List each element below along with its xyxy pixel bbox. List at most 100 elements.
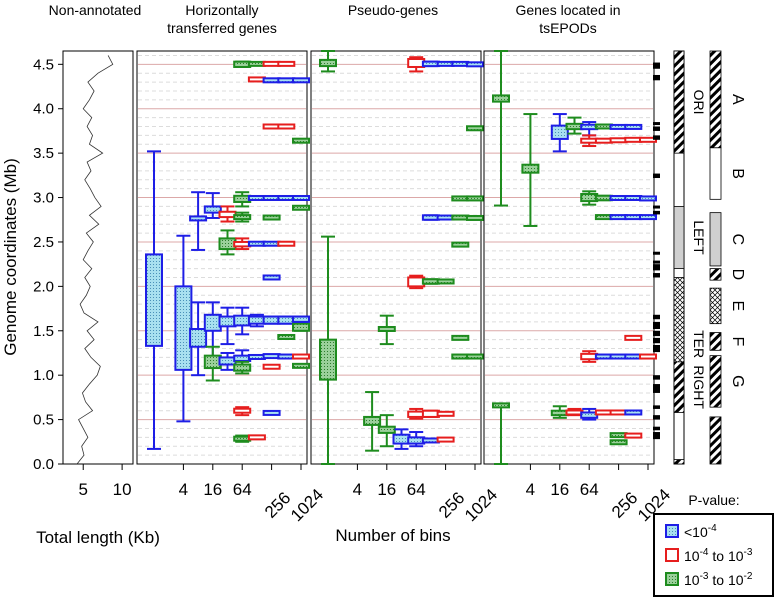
box-body (436, 214, 455, 221)
box-body (233, 214, 252, 221)
legend-text: to (708, 548, 727, 564)
box-body (407, 276, 426, 288)
macrodomain-label-ter: TER (691, 330, 707, 358)
legend-exponent: -3 (700, 571, 709, 582)
box-body (492, 402, 510, 409)
box-body (624, 409, 643, 416)
box-body (292, 322, 310, 332)
box-lt2 (377, 314, 396, 346)
region-label-c: C (729, 234, 746, 246)
macrodomain-right (673, 361, 685, 413)
box-body (594, 194, 613, 202)
box-lt3 (594, 409, 613, 416)
box-body (247, 240, 266, 247)
box-lt4 (277, 353, 296, 360)
box-lt2 (466, 125, 484, 132)
box-body (247, 194, 266, 201)
box-lt3 (233, 406, 252, 417)
box-lt4 (624, 123, 643, 130)
box-body (492, 94, 510, 103)
y-tick-label: 2.0 (33, 278, 54, 295)
x-tick-label-bins: 1024 (287, 485, 327, 525)
box-body (203, 205, 222, 214)
box-body (421, 214, 440, 221)
box-body (421, 409, 440, 418)
box-body (609, 214, 628, 221)
box-lt2 (466, 353, 484, 360)
box-lt2 (233, 434, 252, 443)
box-lt4 (609, 123, 628, 130)
box-lt3 (565, 407, 584, 417)
box-body (145, 253, 163, 347)
box-lt2 (492, 50, 510, 207)
box-lt2 (377, 414, 396, 448)
x-axis-label-bins: Number of bins (335, 526, 450, 545)
box-body (218, 356, 237, 366)
box-body (609, 123, 628, 130)
box-lt3 (594, 137, 613, 144)
box-lt2 (233, 60, 252, 68)
box-lt4 (436, 60, 455, 67)
box-lt4 (247, 353, 266, 360)
box-lt4 (203, 192, 222, 219)
panel-title-1-line2: transferred genes (167, 20, 277, 36)
box-body (580, 352, 599, 361)
box-lt2 (466, 214, 484, 221)
x-tick-label-bins: 4 (526, 480, 535, 499)
box-lt2 (436, 278, 455, 285)
legend-swatch-lt4 (665, 524, 679, 538)
box-lt4 (262, 274, 281, 281)
macrodomain-label-ori: ORI (691, 90, 707, 115)
box-body (580, 137, 599, 144)
box-body (377, 425, 396, 434)
segment-mark (653, 405, 660, 409)
panel-title-non-annotated: Non-annotated (49, 2, 142, 18)
box-lt4 (421, 214, 440, 221)
box-lt3 (436, 410, 455, 417)
region-label-g: G (729, 375, 746, 387)
box-lt4 (277, 77, 296, 84)
box-body (421, 278, 440, 285)
segment-mark (653, 314, 660, 320)
box-body (609, 432, 628, 439)
box-body (550, 409, 569, 417)
box-lt2 (451, 214, 470, 221)
panel-frame-3 (483, 50, 655, 465)
box-body (594, 409, 613, 416)
box-lt2 (609, 432, 628, 439)
box-lt4 (233, 306, 252, 336)
box-body (451, 214, 470, 221)
box-lt2 (451, 241, 470, 248)
box-lt4 (609, 194, 628, 201)
macrodomain-label-left: LEFT (691, 220, 707, 255)
box-body (565, 122, 584, 131)
box-body (262, 274, 281, 281)
region-g (709, 355, 722, 408)
segment-mark (653, 426, 660, 431)
segment-mark (653, 344, 660, 353)
box-body (292, 204, 310, 211)
box-lt3 (580, 134, 599, 148)
legend-exponent: -3 (744, 547, 753, 558)
segment-mark (653, 273, 660, 278)
box-body (233, 363, 252, 372)
box-body (277, 123, 296, 130)
box-lt4 (277, 315, 296, 325)
box-lt3 (609, 409, 628, 416)
box-body (233, 314, 252, 327)
box-body (292, 77, 310, 84)
box-body (233, 407, 252, 414)
box-body (203, 354, 222, 370)
box-body (277, 60, 296, 67)
box-lt3 (421, 409, 440, 418)
macrodomain-label-right: RIGHT (691, 365, 707, 409)
box-body (262, 77, 281, 84)
segment-mark (653, 126, 660, 131)
box-body (233, 354, 252, 362)
legend-exponent: -4 (708, 523, 717, 534)
x-tick-label-total-length: 5 (78, 480, 87, 499)
box-lt4 (550, 113, 569, 153)
box-body (277, 333, 296, 340)
box-lt2 (421, 278, 440, 285)
box-lt2 (292, 322, 310, 332)
